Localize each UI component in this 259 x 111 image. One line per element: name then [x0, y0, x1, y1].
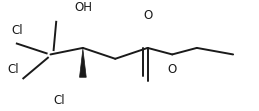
Polygon shape	[80, 49, 86, 77]
Text: OH: OH	[74, 1, 92, 14]
Text: Cl: Cl	[54, 94, 65, 107]
Text: Cl: Cl	[7, 63, 19, 76]
Text: O: O	[168, 63, 177, 76]
Text: Cl: Cl	[12, 24, 23, 37]
Text: O: O	[143, 9, 152, 22]
